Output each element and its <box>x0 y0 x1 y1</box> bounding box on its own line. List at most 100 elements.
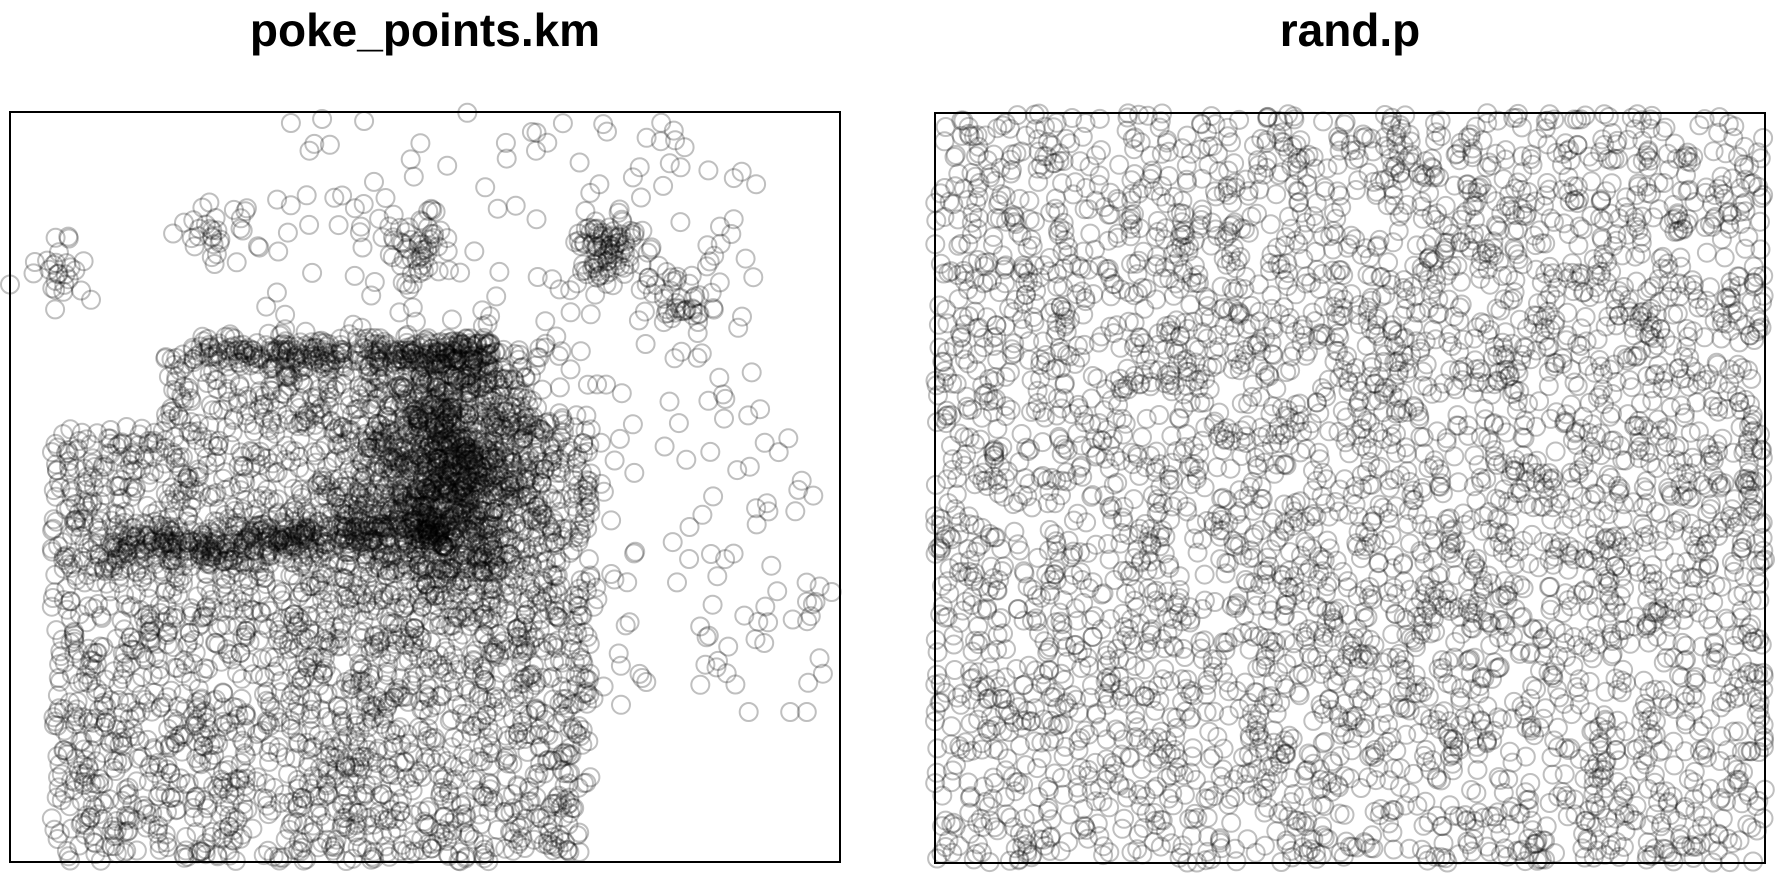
data-point-poke-points <box>174 376 194 397</box>
data-point-poke-points <box>259 692 280 713</box>
data-point-poke-points <box>83 723 104 744</box>
data-point-poke-points <box>521 507 542 528</box>
data-point-poke-points <box>343 526 364 547</box>
data-point-poke-points <box>324 837 345 858</box>
data-point-poke-points <box>318 582 339 603</box>
data-point-poke-points <box>418 686 439 707</box>
data-point-poke-points <box>315 658 336 679</box>
data-point-poke-points <box>173 727 194 747</box>
data-point-poke-points <box>299 214 320 235</box>
data-point-poke-points <box>230 442 251 463</box>
data-point-poke-points <box>379 561 400 582</box>
data-point-poke-points <box>167 711 188 732</box>
data-point-poke-points <box>258 840 278 861</box>
data-point-poke-points <box>363 825 384 846</box>
data-point-poke-points <box>292 487 313 508</box>
data-point-poke-points <box>126 840 147 861</box>
data-point-poke-points <box>389 453 409 474</box>
data-point-poke-points <box>254 667 275 688</box>
data-point-poke-points <box>192 663 213 684</box>
data-point-poke-points <box>508 634 529 655</box>
data-point-poke-points <box>356 592 377 613</box>
data-point-poke-points <box>527 446 548 467</box>
data-point-poke-points <box>125 706 146 727</box>
data-point-poke-points <box>402 509 423 530</box>
data-point-poke-points <box>520 664 541 685</box>
data-point-poke-points <box>465 504 486 525</box>
data-point-poke-points <box>237 386 258 407</box>
data-point-poke-points <box>145 511 166 532</box>
data-point-poke-points <box>382 542 403 563</box>
data-point-poke-points <box>499 543 520 564</box>
data-point-poke-points <box>741 362 762 383</box>
data-point-poke-points <box>735 248 756 269</box>
data-point-poke-points <box>537 816 558 837</box>
data-point-poke-points <box>442 533 463 554</box>
data-point-poke-points <box>551 489 572 509</box>
data-point-poke-points <box>449 370 470 391</box>
data-point-poke-points <box>195 563 216 584</box>
data-point-poke-points <box>479 355 500 376</box>
data-point-poke-points <box>178 377 199 398</box>
data-point-poke-points <box>284 604 304 625</box>
data-point-poke-points <box>512 449 533 470</box>
data-point-poke-points <box>385 724 406 745</box>
data-point-poke-points <box>291 411 312 432</box>
data-point-poke-points <box>118 805 139 826</box>
data-point-poke-points <box>274 384 295 405</box>
data-point-poke-points <box>54 740 75 761</box>
data-point-poke-points <box>274 357 295 378</box>
data-point-poke-points <box>222 550 243 571</box>
data-point-poke-points <box>405 618 425 639</box>
data-point-poke-points <box>239 401 260 422</box>
data-point-poke-points <box>215 569 236 590</box>
data-point-poke-points <box>465 640 486 661</box>
data-point-poke-points <box>504 688 525 708</box>
data-point-poke-points <box>364 171 384 192</box>
data-point-poke-points <box>489 261 510 282</box>
data-point-poke-points <box>306 386 327 407</box>
data-point-poke-points <box>475 177 496 198</box>
data-point-poke-points <box>157 687 178 708</box>
data-point-poke-points <box>311 397 332 418</box>
data-point-poke-points <box>569 152 590 173</box>
data-point-poke-points <box>629 157 650 178</box>
data-point-poke-points <box>387 448 408 469</box>
data-point-poke-points <box>313 683 334 704</box>
data-point-poke-points <box>520 791 541 812</box>
data-point-poke-points <box>366 516 386 537</box>
data-point-poke-points <box>445 350 466 371</box>
data-point-poke-points <box>404 618 425 639</box>
data-point-poke-points <box>335 569 356 590</box>
data-point-poke-points <box>472 844 493 865</box>
data-point-poke-points <box>397 388 418 409</box>
data-point-poke-points <box>152 806 173 827</box>
data-point-poke-points <box>416 588 437 609</box>
data-point-poke-points <box>81 493 102 514</box>
data-point-poke-points <box>175 654 196 675</box>
data-point-poke-points <box>180 421 201 442</box>
data-point-poke-points <box>317 760 338 781</box>
data-point-poke-points <box>577 470 598 491</box>
data-point-poke-points <box>398 733 419 754</box>
data-point-poke-points <box>180 606 201 626</box>
data-point-poke-points <box>393 454 414 475</box>
data-point-poke-points <box>138 692 159 713</box>
data-point-poke-points <box>161 349 182 370</box>
data-point-poke-points <box>46 511 67 532</box>
data-point-poke-points <box>379 644 400 665</box>
chart-title-rand-p: rand.p <box>1279 4 1421 56</box>
data-point-poke-points <box>237 389 258 410</box>
data-point-poke-points <box>82 650 103 671</box>
data-point-poke-points <box>320 411 341 432</box>
data-point-poke-points <box>510 626 531 647</box>
data-point-poke-points <box>283 370 304 391</box>
data-point-poke-points <box>400 559 421 580</box>
data-point-poke-points <box>566 675 587 696</box>
data-point-poke-points <box>476 691 497 712</box>
data-point-poke-points <box>150 696 171 717</box>
data-point-poke-points <box>352 671 373 692</box>
data-point-poke-points <box>211 566 232 587</box>
data-point-poke-points <box>169 457 190 478</box>
data-point-poke-points <box>133 795 154 816</box>
